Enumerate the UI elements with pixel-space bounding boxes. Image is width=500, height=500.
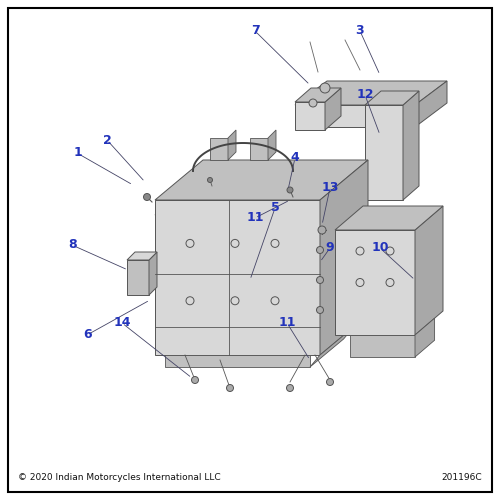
Circle shape [386,278,394,286]
Circle shape [286,384,294,392]
Circle shape [326,378,334,386]
Circle shape [192,376,198,384]
Polygon shape [201,173,222,177]
Polygon shape [201,177,217,187]
Text: 6: 6 [83,328,92,342]
Circle shape [287,187,293,193]
Polygon shape [260,183,298,325]
Polygon shape [165,355,310,367]
Text: 7: 7 [250,24,260,38]
Circle shape [356,278,364,286]
Circle shape [271,296,279,304]
Polygon shape [127,260,149,295]
Polygon shape [335,230,415,335]
Circle shape [144,194,150,200]
Polygon shape [325,88,341,130]
Polygon shape [415,206,443,335]
Circle shape [356,247,364,255]
Circle shape [186,240,194,248]
Polygon shape [155,183,298,215]
Text: 11: 11 [246,211,264,224]
Polygon shape [155,215,260,325]
Text: 9: 9 [326,241,334,254]
Polygon shape [258,173,279,177]
Circle shape [271,240,279,248]
Polygon shape [335,206,443,230]
Circle shape [208,178,212,182]
Polygon shape [295,102,325,130]
Polygon shape [250,138,268,160]
Circle shape [186,296,194,304]
Circle shape [318,226,326,234]
Polygon shape [295,105,415,127]
Circle shape [231,296,239,304]
Text: 201196C: 201196C [442,474,482,482]
Polygon shape [320,160,368,355]
Polygon shape [228,130,236,160]
Polygon shape [403,91,419,200]
Text: 2: 2 [103,134,112,146]
Circle shape [316,276,324,283]
Polygon shape [365,91,419,105]
Text: © 2020 Indian Motorcycles International LLC: © 2020 Indian Motorcycles International … [18,474,220,482]
Polygon shape [415,318,434,357]
Text: 10: 10 [371,241,389,254]
Circle shape [386,247,394,255]
Polygon shape [268,130,276,160]
Circle shape [226,384,234,392]
Text: 11: 11 [279,316,296,329]
Text: 5: 5 [270,201,280,214]
Text: 12: 12 [356,88,374,102]
Polygon shape [127,252,157,260]
Text: 13: 13 [322,181,338,194]
Polygon shape [295,81,447,105]
Polygon shape [155,200,320,355]
Polygon shape [155,160,368,200]
Polygon shape [210,138,228,160]
Circle shape [316,246,324,254]
Polygon shape [350,335,415,357]
Circle shape [231,240,239,248]
Text: 3: 3 [356,24,364,38]
Polygon shape [310,327,354,367]
Polygon shape [365,105,403,200]
Polygon shape [415,81,447,127]
Circle shape [309,99,317,107]
Polygon shape [258,177,274,187]
Text: 14: 14 [114,316,131,329]
Circle shape [316,306,324,314]
Text: 4: 4 [290,151,300,164]
Circle shape [320,83,330,93]
Text: 1: 1 [73,146,82,159]
Text: 8: 8 [68,238,77,252]
Polygon shape [295,88,341,102]
Polygon shape [149,252,157,295]
